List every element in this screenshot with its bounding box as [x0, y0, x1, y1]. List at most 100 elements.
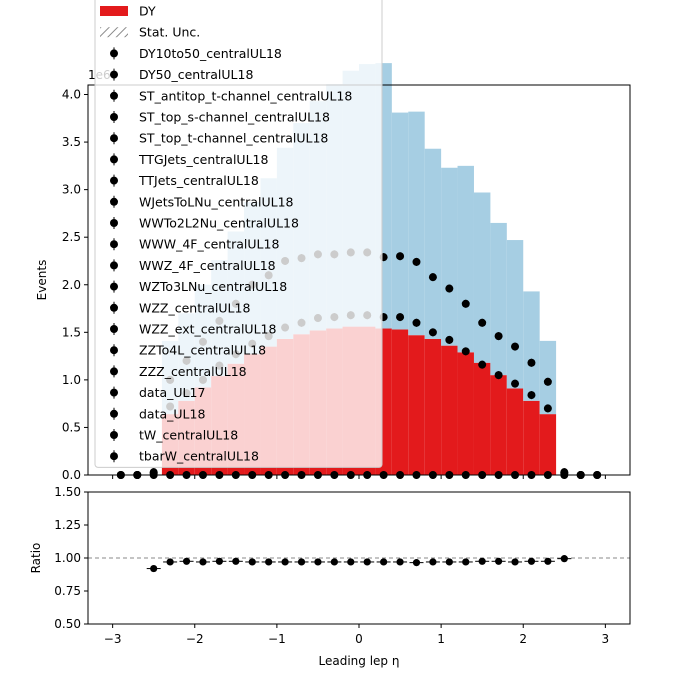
ratio-point	[215, 557, 223, 565]
histogram-bar-dy	[523, 400, 540, 475]
x-tick-label: −1	[268, 632, 286, 646]
histogram-bar-stack1	[539, 340, 557, 415]
main-panel: 0.00.51.01.52.02.53.03.54.0 Events 1e6 D…	[35, 0, 631, 482]
ratio-point	[182, 557, 191, 565]
ratio-y-axis-label: Ratio	[29, 543, 43, 574]
legend-marker-icon	[110, 388, 118, 397]
ratio-y-tick-label: 1.50	[54, 485, 81, 499]
histogram-bar-stack1	[490, 222, 507, 376]
y-tick-label: 0.0	[62, 468, 81, 482]
legend-marker-icon	[110, 91, 118, 100]
ratio-y-tick-label: 1.00	[54, 551, 81, 565]
legend-label: ZZZ_centralUL18	[139, 364, 247, 379]
legend-label: ST_top_t-channel_centralUL18	[139, 131, 328, 146]
ratio-point	[396, 558, 404, 566]
ratio-point	[363, 558, 371, 566]
main-x-ticks	[112, 475, 606, 479]
main-y-axis-label: Events	[35, 260, 49, 301]
data-ul18-point	[396, 252, 405, 261]
legend-label: WWW_4F_centralUL18	[139, 237, 279, 252]
legend-label: DY	[139, 4, 156, 19]
legend-marker-icon	[110, 176, 118, 185]
ratio-y-tick-label: 1.25	[54, 518, 81, 532]
histogram-bar-dy	[473, 362, 491, 475]
data-ul18-point	[511, 342, 520, 351]
ratio-x-ticks: −3 −2 −1 0 1 2 3	[104, 624, 609, 646]
legend-label: WZTo3LNu_centralUL18	[139, 279, 287, 294]
ratio-point	[544, 557, 552, 565]
data-ul17-point	[543, 404, 552, 413]
histogram-bar-dy	[457, 352, 474, 475]
legend-label: Stat. Unc.	[139, 25, 200, 40]
ratio-y-tick-label: 0.75	[54, 584, 81, 598]
histogram-bar-stack1	[506, 240, 524, 389]
ratio-point	[166, 558, 174, 566]
ratio-point	[297, 558, 306, 566]
data-ul18-point	[478, 318, 487, 327]
legend-marker-icon	[110, 325, 118, 333]
data-ul17-point	[511, 379, 520, 388]
legend-marker-icon	[110, 303, 118, 312]
ratio-point	[511, 558, 519, 566]
ratio-point	[445, 558, 453, 566]
ratio-point	[560, 555, 568, 563]
histogram-bar-dy	[424, 338, 442, 475]
ratio-point	[478, 557, 486, 565]
y-tick-label: 0.5	[62, 420, 81, 434]
x-tick-label: −3	[104, 632, 122, 646]
histogram-bar-dy	[490, 375, 507, 475]
legend-label: ST_top_s-channel_centralUL18	[139, 110, 330, 125]
legend-marker-icon	[110, 431, 118, 439]
legend-label: tbarW_centralUL18	[139, 449, 259, 464]
x-tick-label: −2	[186, 632, 204, 646]
histogram-bar-dy	[441, 345, 458, 475]
legend-label: DY10to50_centralUL18	[139, 46, 282, 61]
ratio-point	[347, 558, 355, 566]
legend-label: ZZTo4L_centralUL18	[139, 343, 266, 358]
legend-label: data_UL18	[139, 406, 205, 421]
histogram-bar-stack1	[424, 148, 442, 339]
legend-marker-icon	[110, 134, 118, 143]
ratio-point	[429, 558, 437, 566]
legend-label: WJetsToLNu_centralUL18	[139, 194, 294, 209]
ratio-point	[380, 558, 388, 566]
legend-marker-icon	[110, 49, 118, 58]
x-tick-label: 3	[602, 632, 610, 646]
histogram-bar-dy	[539, 414, 557, 475]
ratio-panel: 0.50 0.75 1.00 1.25 1.50 −3 −2 −1 0 1 2 3 Ratio Le…	[29, 485, 631, 668]
legend-marker-icon	[110, 452, 118, 461]
x-tick-label: 2	[519, 632, 527, 646]
histogram-bar-stack1	[391, 112, 409, 330]
legend-label: data_UL17	[139, 385, 205, 400]
data-ul17-point	[428, 328, 437, 337]
histogram-bar-stack1	[408, 111, 425, 336]
y-tick-label: 4.0	[62, 88, 81, 102]
data-ul18-point	[445, 284, 454, 293]
legend-label: ST_antitop_t-channel_centralUL18	[139, 88, 352, 103]
legend-marker-icon	[110, 113, 118, 121]
legend-marker-icon	[110, 346, 118, 355]
legend-marker-icon	[110, 409, 118, 418]
data-ul18-point	[412, 257, 421, 266]
legend-label: WWTo2L2Nu_centralUL18	[139, 216, 299, 231]
legend-marker-icon	[110, 219, 118, 227]
data-ul18-point	[494, 332, 503, 341]
ratio-point	[330, 558, 338, 566]
y-tick-label: 2.5	[62, 230, 81, 244]
ratio-point	[150, 564, 158, 573]
y-tick-label: 3.5	[62, 135, 81, 149]
ratio-y-ticks: 0.50 0.75 1.00 1.25 1.50	[54, 485, 88, 631]
legend-marker-icon	[110, 367, 118, 376]
legend-marker-icon	[110, 282, 118, 291]
data-ul17-point	[527, 391, 536, 400]
legend-marker-icon	[110, 240, 118, 249]
y-tick-label: 1.5	[62, 325, 81, 339]
legend-label: WWZ_4F_centralUL18	[139, 258, 276, 273]
ratio-point	[248, 558, 256, 566]
ratio-y-tick-label: 0.50	[54, 617, 81, 631]
legend-swatch-stat-unc	[100, 27, 128, 38]
ratio-point	[265, 558, 273, 566]
legend-label: WZZ_centralUL18	[139, 300, 250, 315]
legend: DY Stat. Unc. DY10to50_centralUL18 DY50_cen…	[94, 0, 383, 468]
